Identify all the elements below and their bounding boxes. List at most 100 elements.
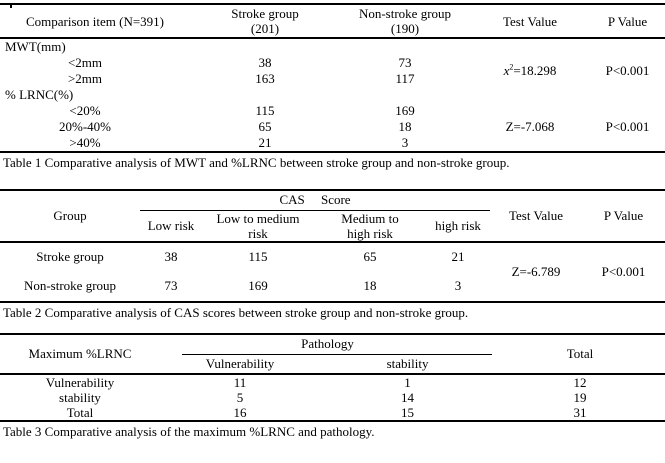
t3-subheader-vulnerability: Vulnerability (205, 356, 275, 371)
t3-row-label: Vulnerability (45, 374, 115, 390)
chi-square-symbol: x (503, 63, 510, 78)
t2-row-label: Non-stroke group (23, 278, 117, 293)
t2-header-group: Group (53, 207, 87, 223)
t2-row-nonstroke-group: Non-stroke group 73 169 18 3 (0, 272, 665, 302)
t2-value: 21 (451, 249, 465, 264)
t1-row-lt2mm: <2mm 38 73 x2=18.298 P<0.001 (0, 55, 665, 78)
t2-subheader-low-risk: Low risk (147, 218, 195, 233)
t3-total-value: 12 (573, 374, 587, 390)
t2-value: 65 (363, 249, 377, 264)
t1-header-nonstroke-line1: Non-stroke group (358, 6, 452, 21)
t1-header-stroke-line2: (201) (250, 21, 280, 36)
t1-header-test-value: Test Value (502, 13, 558, 29)
table-3-body: Vulnerability 11 1 12 stability 5 14 19 … (0, 374, 665, 421)
table-1-mwt-lrnc: Comparison item (N=391) Stroke group (20… (0, 3, 665, 153)
pathology-underline (182, 353, 493, 355)
t2-subheader-high-risk: high risk (435, 218, 481, 233)
t2-value: 3 (454, 278, 462, 293)
t1-stroke-value: 38 (258, 55, 272, 70)
table-3-caption: Table 3 Comparative analysis of the maxi… (3, 423, 375, 439)
t2-value: 38 (164, 249, 178, 264)
t3-value: 5 (236, 389, 244, 405)
t1-stroke-value: 115 (255, 103, 275, 118)
t1-stroke-value: 163 (255, 71, 275, 86)
t1-section-label-lrnc: % LRNC(%) (5, 87, 74, 102)
t1-test-value-z: Z=-7.068 (505, 119, 555, 134)
t3-row-total: Total 16 15 31 (0, 405, 665, 421)
t2-value: 18 (363, 278, 377, 293)
t3-row-stability: stability 5 14 19 (0, 390, 665, 405)
t1-stroke-value: 65 (258, 119, 272, 134)
t1-row-gt2mm: >2mm 163 117 (0, 71, 665, 87)
t1-row-label: <2mm (67, 55, 103, 70)
t1-header-stroke-group: Stroke group (201) (190, 4, 340, 38)
t1-header-stroke-line1: Stroke group (231, 6, 299, 21)
chi-square-value: =18.298 (513, 63, 557, 78)
empty-cell (190, 87, 340, 103)
t1-row-lt20pct: <20% 115 169 Z=-7.068 P<0.001 (0, 103, 665, 134)
stray-mark (10, 3, 12, 8)
t1-header-p-value: P Value (607, 13, 648, 29)
t1-section-lrnc-row: % LRNC(%) (0, 87, 665, 103)
t3-header-max-lrnc: Maximum %LRNC (28, 345, 132, 361)
t2-header-cas-score: CAS Score (140, 190, 491, 211)
table-3-header: Maximum %LRNC Pathology Total Vulnerabil… (0, 333, 665, 374)
t3-row-label: stability (59, 389, 101, 405)
empty-cell (340, 87, 470, 103)
t3-value: 11 (233, 374, 247, 390)
t3-value: 14 (401, 389, 414, 405)
t1-row-label: 20%-40% (59, 119, 111, 134)
table-3-lrnc-pathology: Maximum %LRNC Pathology Total Vulnerabil… (0, 333, 665, 422)
table-2-caption: Table 2 Comparative analysis of CAS scor… (3, 304, 469, 320)
t3-header-pathology: Pathology (160, 334, 495, 355)
empty-cell (590, 87, 665, 103)
t1-p-value-1: P<0.001 (605, 63, 650, 78)
t2-row-stroke-group: Stroke group 38 115 65 21 Z=-6.789 P<0.0… (0, 242, 665, 279)
table-1-caption: Table 1 Comparative analysis of MWT and … (3, 155, 510, 170)
t3-value: 16 (233, 404, 247, 420)
table-2-header: Group CAS Score Test Value P Value Low r… (0, 190, 665, 242)
t3-row-label: Total (66, 404, 94, 420)
t3-value: 15 (401, 404, 414, 420)
t2-test-value-z: Z=-6.789 (511, 263, 561, 279)
t2-value: 73 (164, 278, 178, 293)
t3-value: 1 (404, 374, 411, 390)
t1-row-label: >40% (69, 135, 101, 150)
t1-row-label: <20% (69, 103, 101, 118)
t3-total-value: 19 (573, 389, 587, 405)
t2-subheader-medium-to-high: Medium to high risk (341, 210, 399, 241)
chi-square-exponent: 2 (509, 62, 514, 72)
t1-row-20-40pct: 20%-40% 65 18 (0, 119, 665, 135)
table-2-body: Stroke group 38 115 65 21 Z=-6.789 P<0.0… (0, 242, 665, 302)
t1-nonstroke-value: 18 (398, 119, 412, 134)
empty-cell (470, 87, 590, 103)
t2-header-p-value: P Value (603, 207, 644, 223)
t1-header-comparison-item: Comparison item (N=391) (25, 13, 165, 29)
t2-value: 115 (248, 249, 268, 264)
table-1-header: Comparison item (N=391) Stroke group (20… (0, 4, 665, 38)
t1-nonstroke-value: 73 (398, 55, 412, 70)
t2-value: 169 (248, 278, 268, 293)
t3-total-value: 31 (573, 404, 587, 420)
t1-section-label-mwt: MWT(mm) (5, 39, 66, 54)
t1-row-label: >2mm (67, 71, 103, 86)
t1-nonstroke-value: 3 (401, 135, 409, 150)
t3-header-total: Total (566, 345, 594, 361)
t1-header-nonstroke-line2: (190) (390, 21, 420, 36)
t1-section-mwt-row: MWT(mm) (0, 38, 665, 55)
t1-stroke-value: 21 (258, 135, 272, 150)
empty-cell (190, 38, 340, 55)
t2-subheader-low-to-medium: Low to medium risk (216, 210, 300, 241)
t1-nonstroke-value: 169 (395, 103, 415, 118)
t1-test-value-chi-square: x2=18.298 (470, 55, 590, 87)
document-page: Comparison item (N=391) Stroke group (20… (0, 3, 665, 463)
table-2-cas-scores: Group CAS Score Test Value P Value Low r… (0, 189, 665, 303)
t1-header-nonstroke-group: Non-stroke group (190) (340, 4, 470, 38)
t2-row-label: Stroke group (36, 249, 104, 264)
table-1-body: MWT(mm) <2mm 38 73 x2=18.298 P<0.001 >2m… (0, 38, 665, 152)
t3-subheader-stability: stability (386, 356, 429, 371)
t2-header-test-value: Test Value (508, 207, 564, 223)
t1-p-value-2: P<0.001 (605, 119, 650, 134)
empty-cell (470, 38, 590, 55)
t3-row-vulnerability: Vulnerability 11 1 12 (0, 374, 665, 390)
